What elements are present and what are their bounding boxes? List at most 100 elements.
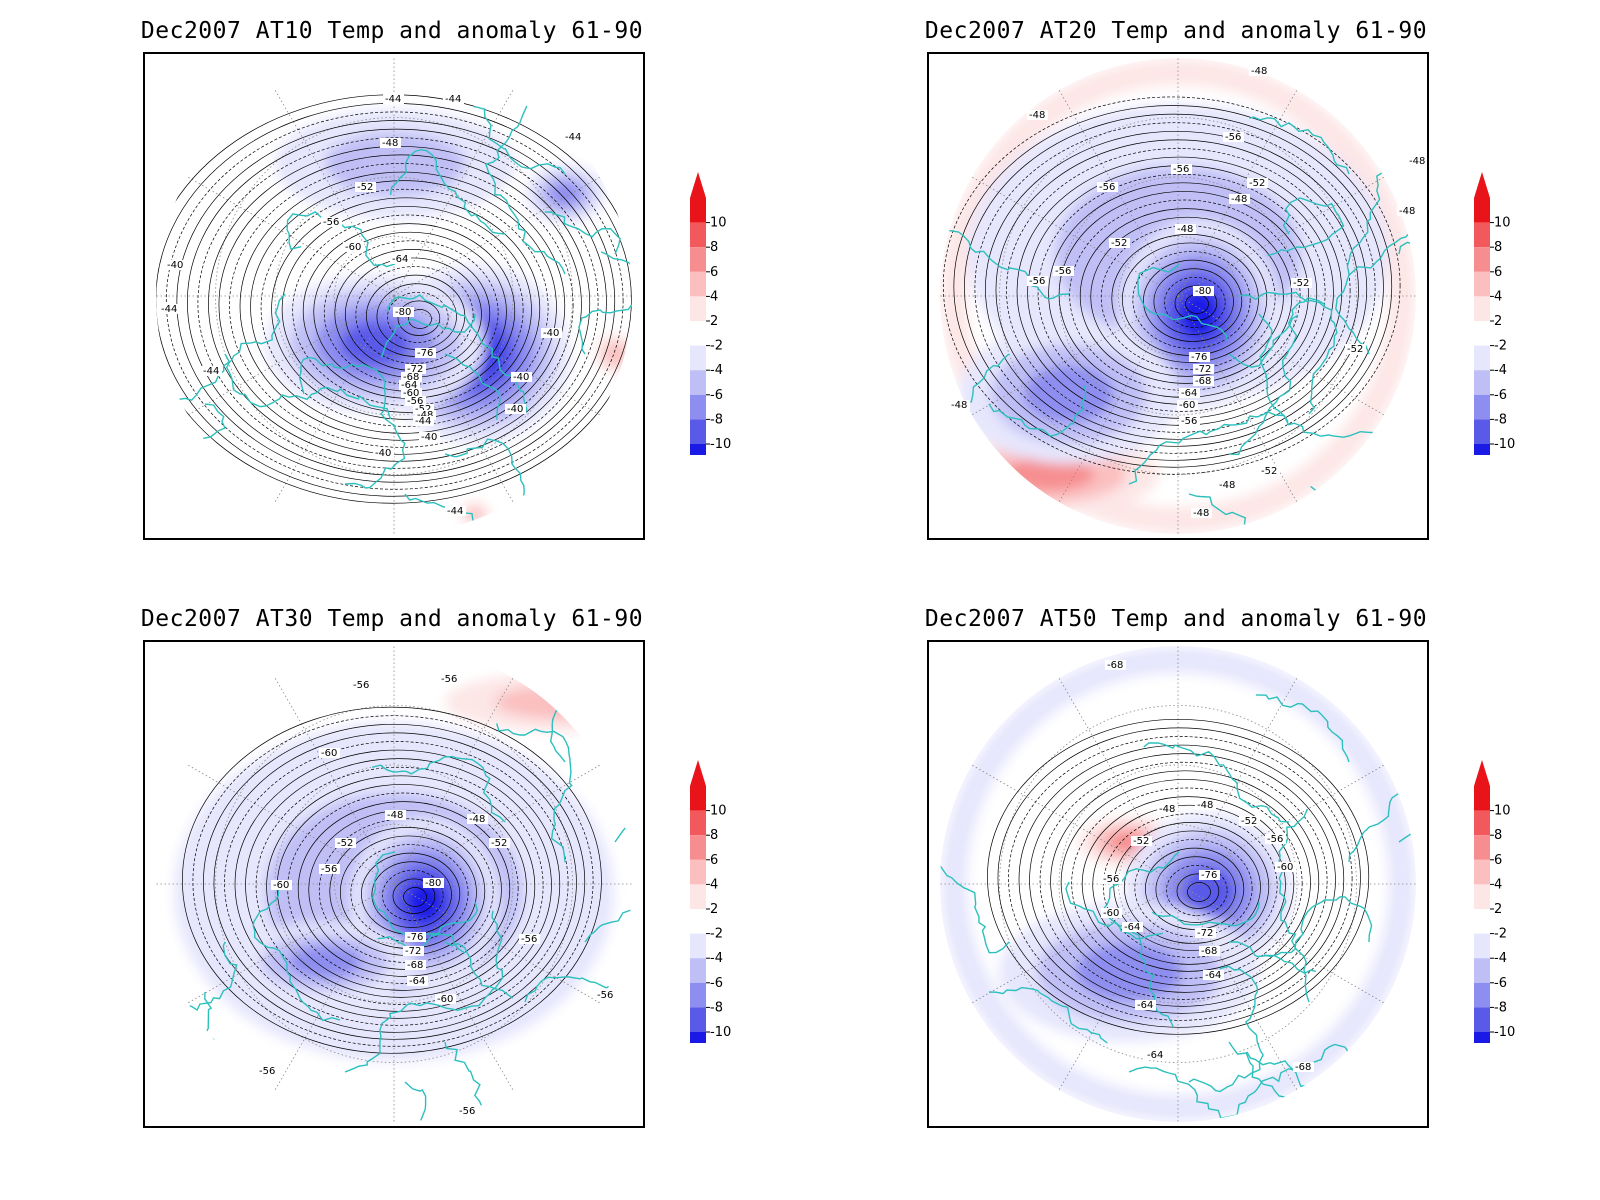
coastline: [1143, 742, 1290, 823]
svg-text:-48: -48: [1159, 804, 1175, 815]
colorbar-label: 10: [710, 804, 727, 819]
contour-label: -60: [343, 242, 364, 253]
coastline: [298, 356, 406, 489]
contour-label: -40: [165, 260, 186, 271]
contour-label: -48: [415, 410, 436, 421]
svg-text:-56: -56: [407, 396, 423, 407]
colorbar-label: -10: [710, 1025, 731, 1040]
colorbar-segment: [1474, 419, 1490, 444]
coastline: [1228, 941, 1317, 974]
colorbar-segment: [690, 222, 706, 248]
contour-label: -80: [1193, 286, 1214, 297]
temperature-contours: [987, 718, 1370, 1035]
svg-text:-48: -48: [1029, 110, 1045, 121]
contour-label: -76: [415, 348, 436, 359]
contour-label: -48: [1175, 224, 1196, 235]
colorbar-label: -6: [710, 976, 723, 991]
map-content: [156, 58, 632, 534]
svg-text:-48: -48: [1197, 800, 1213, 811]
cold-anomaly: [340, 321, 410, 367]
contour-label: -48: [1157, 804, 1178, 815]
colorbar-top-arrow: [1474, 760, 1490, 786]
colorbar: 10 8 6 4 2 -2 -4 -6 -8 -10: [1474, 760, 1515, 1043]
coastline: [496, 723, 573, 863]
svg-text:-60: -60: [1103, 908, 1119, 919]
colorbar-segment: [1474, 909, 1490, 934]
coastline: [1188, 965, 1264, 1093]
colorbar-label: 6: [1494, 853, 1502, 868]
colorbar-segment: [690, 1007, 706, 1032]
contour-label: -64: [1145, 1050, 1166, 1061]
colorbar-segment: [1474, 982, 1490, 1008]
colorbar-segment: [690, 198, 706, 223]
colorbar-label: -2: [1494, 339, 1507, 354]
coastline: [444, 1041, 526, 1122]
colorbar-segment: [1474, 859, 1490, 885]
coastline: [1151, 901, 1260, 927]
svg-text:-40: -40: [513, 372, 529, 383]
svg-text:-64: -64: [1147, 1050, 1163, 1061]
colorbar-segment: [690, 321, 706, 346]
svg-text:-72: -72: [1195, 364, 1211, 375]
svg-text:-52: -52: [1347, 344, 1363, 355]
coastline: [1277, 808, 1310, 1003]
colorbar-segment: [690, 345, 706, 371]
contour-label: -56: [1223, 132, 1244, 143]
svg-text:-52: -52: [1293, 278, 1309, 289]
colorbar-label: 6: [710, 853, 718, 868]
coastline: [1239, 291, 1338, 415]
svg-text:-48: -48: [1399, 206, 1415, 217]
colorbar-label: -10: [710, 437, 731, 452]
svg-text:-60: -60: [321, 748, 337, 759]
svg-text:-40: -40: [421, 432, 437, 443]
colorbar-body: 10 8 6 4 2 -2 -4 -6 -8 -10: [1474, 760, 1515, 1043]
svg-text:-48: -48: [1251, 66, 1267, 77]
coastline: [1128, 411, 1373, 485]
graticule: [156, 646, 632, 1122]
colorbar-segment: [690, 982, 706, 1008]
svg-text:-68: -68: [1107, 660, 1123, 671]
svg-text:-48: -48: [417, 410, 433, 421]
contour-label: -44: [413, 416, 434, 427]
colorbar-segment: [1474, 296, 1490, 321]
contour-label: -44: [201, 366, 222, 377]
contour-label: -56: [457, 1106, 478, 1117]
svg-text:-48: -48: [951, 400, 967, 411]
contour-label: -56: [1179, 416, 1200, 427]
contour-labels: -68 -48 -48 -52 -56 -60 -64 -52 -56 -60 -76 -72 -68 -…: [1101, 660, 1314, 1073]
contour-label: -40: [373, 448, 394, 459]
contour-label: -56: [1053, 266, 1074, 277]
coastline: [252, 881, 341, 1022]
coastline: [444, 941, 514, 999]
warm-anomaly: [466, 507, 484, 521]
contour-label: -64: [390, 254, 411, 265]
colorbar-segment: [1474, 810, 1490, 836]
contour-label: -48: [1407, 156, 1427, 167]
colorbar-label: 4: [1494, 289, 1502, 304]
svg-text:-60: -60: [1277, 862, 1293, 873]
svg-text:-44: -44: [415, 416, 431, 427]
cold-anomaly: [287, 945, 363, 979]
contour-label: -68: [1199, 946, 1220, 957]
contour-label: -48: [1217, 480, 1238, 491]
svg-text:-76: -76: [417, 348, 433, 359]
svg-text:-56: -56: [323, 217, 339, 228]
svg-text:-56: -56: [1029, 276, 1045, 287]
colorbar-label: 2: [710, 902, 718, 917]
colorbar-segment: [1474, 321, 1490, 346]
colorbar-label: 6: [710, 265, 718, 280]
colorbar-label: 10: [710, 216, 727, 231]
contour-label: -48: [1027, 110, 1048, 121]
contour-label: -52: [1291, 278, 1312, 289]
contour-label: -52: [489, 838, 510, 849]
cold-anomaly: [325, 131, 465, 197]
map-content: [940, 646, 1416, 1122]
coastline: [1263, 896, 1373, 958]
contour-label: -48: [949, 400, 970, 411]
panel-title: Dec2007 AT10 Temp and anomaly 61-90: [140, 18, 644, 44]
svg-text:-52: -52: [1241, 816, 1257, 827]
coastline: [1228, 297, 1326, 456]
svg-text:-64: -64: [1124, 922, 1140, 933]
colorbar-segment: [690, 247, 706, 272]
contour-label: -52: [1259, 466, 1280, 477]
